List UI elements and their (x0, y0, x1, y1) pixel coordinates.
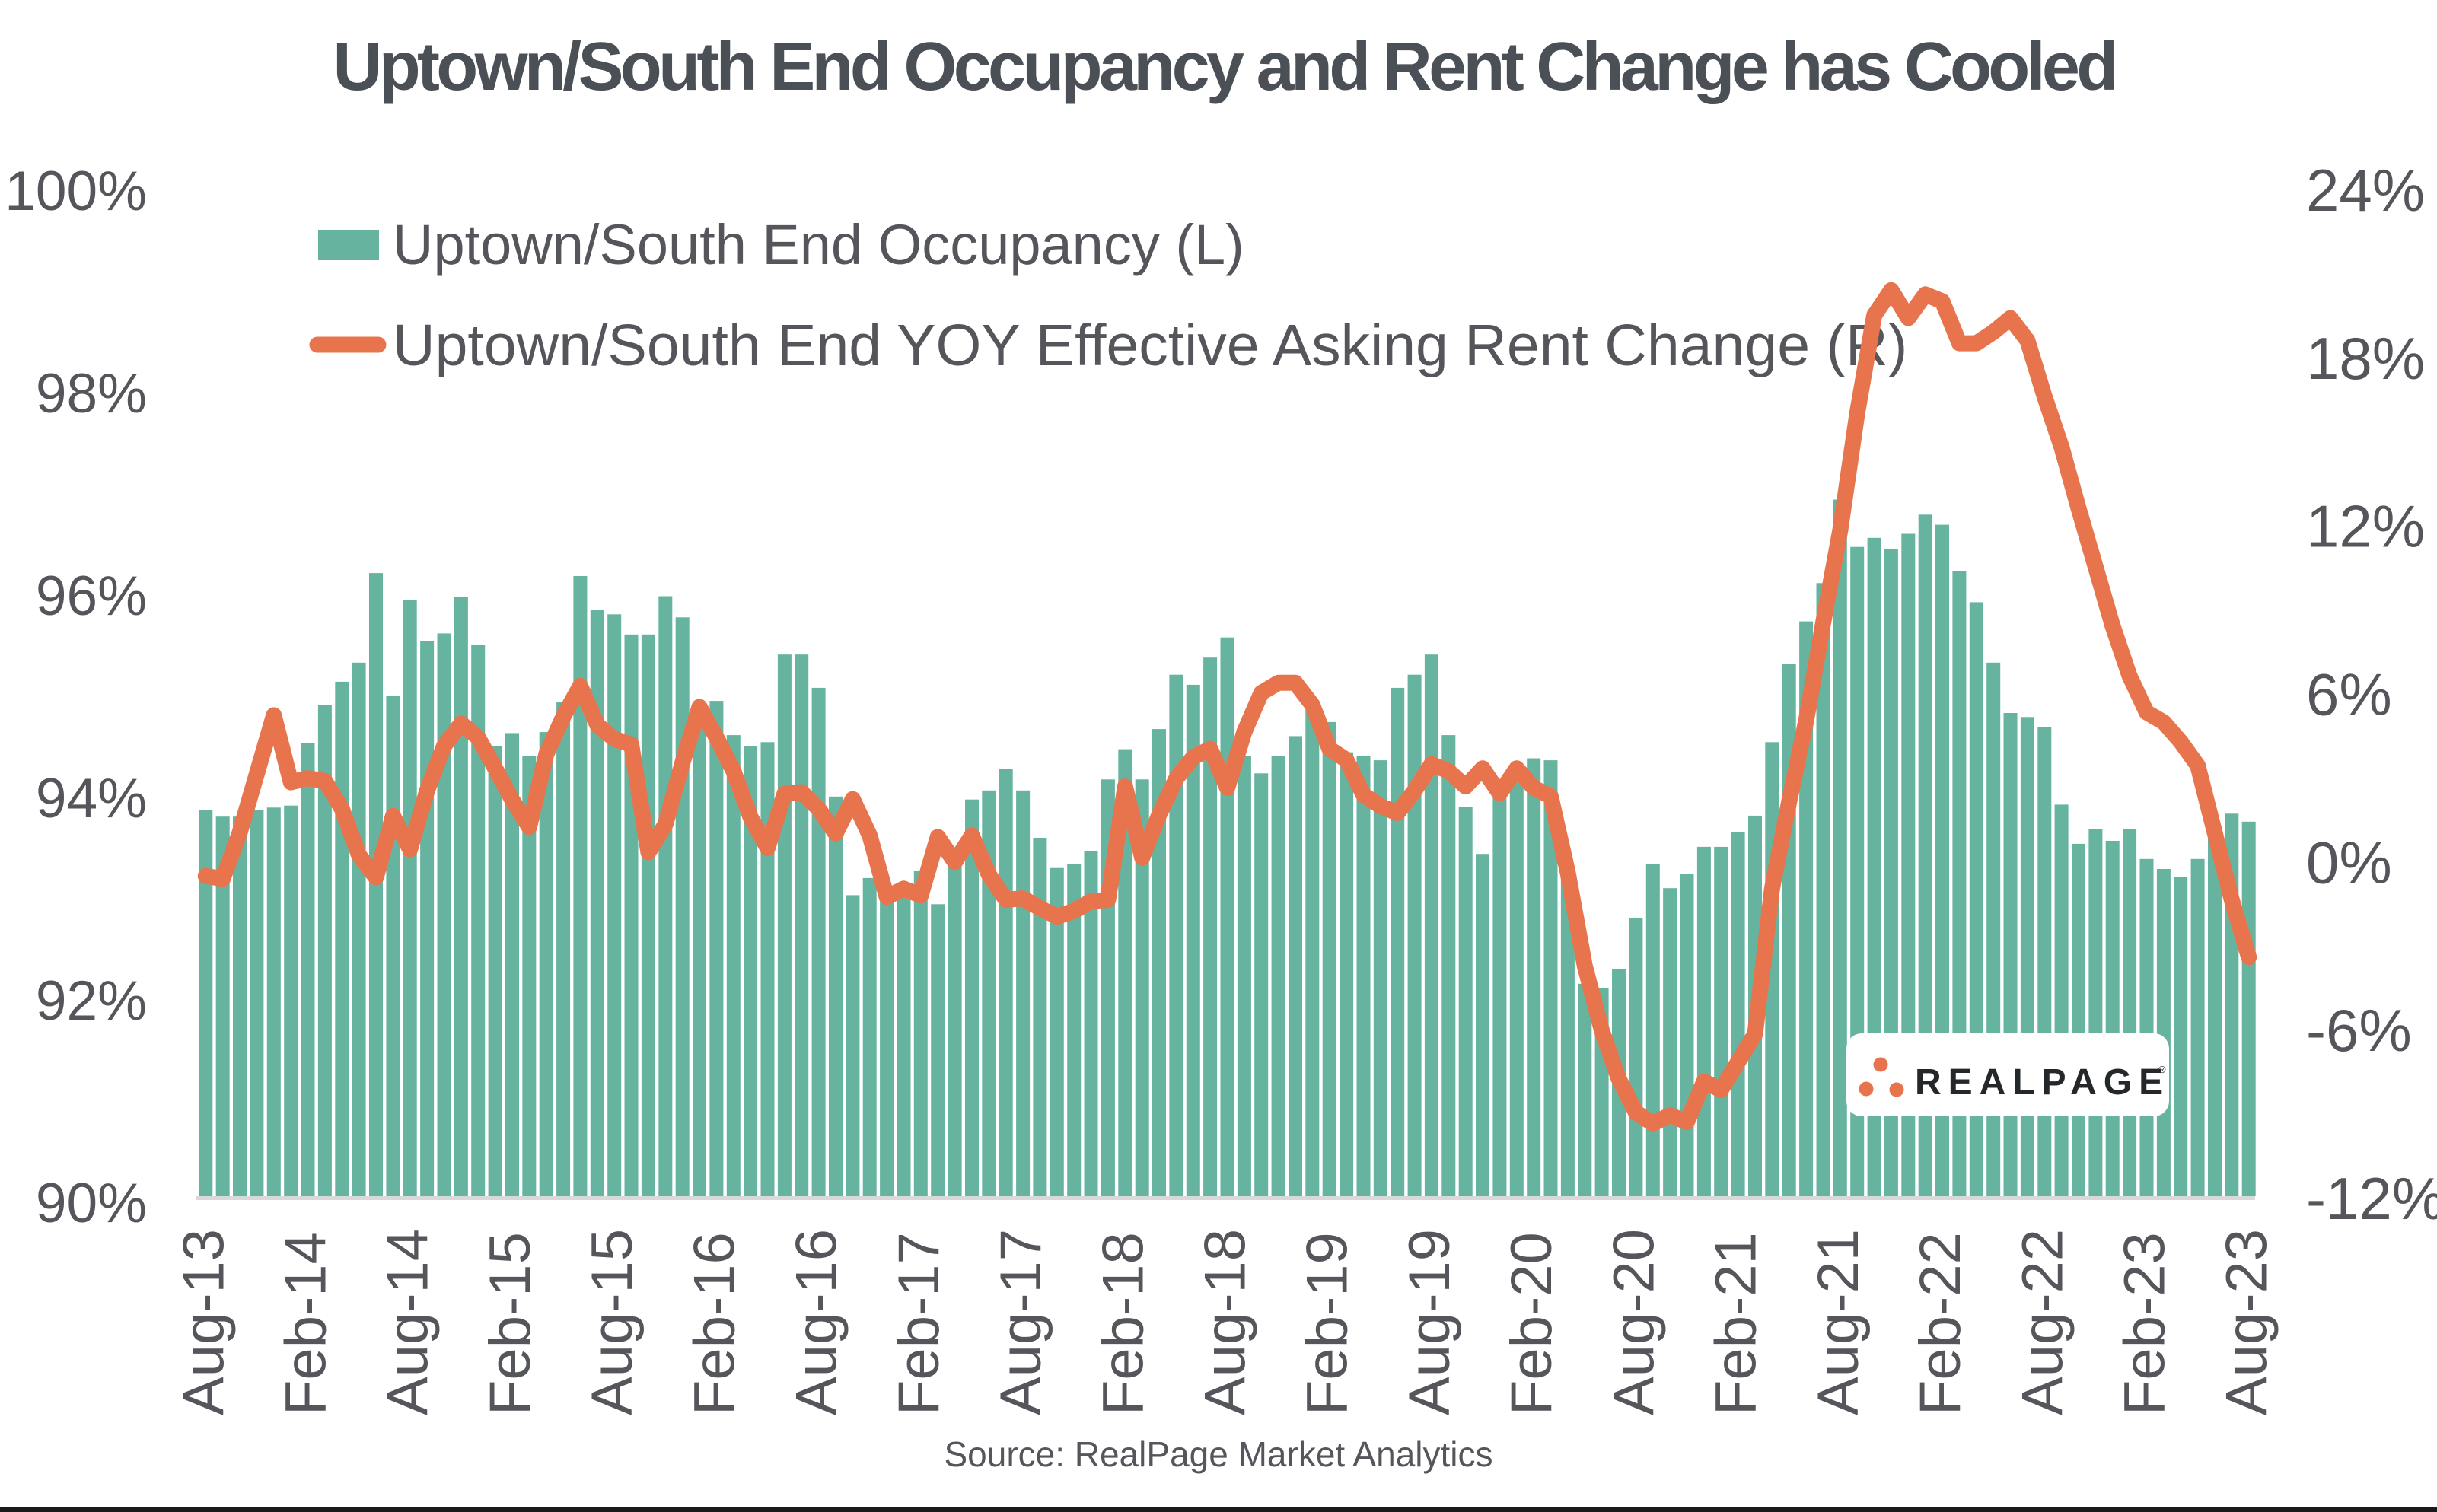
svg-text:Feb-17: Feb-17 (887, 1232, 951, 1415)
svg-text:90%: 90% (36, 1173, 147, 1234)
svg-text:REALPAGE: REALPAGE (1915, 1062, 2170, 1103)
svg-text:24%: 24% (2306, 157, 2425, 224)
svg-text:Aug-19: Aug-19 (1397, 1229, 1462, 1415)
svg-text:98%: 98% (36, 363, 147, 425)
svg-text:-12%: -12% (2306, 1165, 2437, 1232)
svg-text:Aug-17: Aug-17 (989, 1229, 1053, 1415)
svg-text:Aug-13: Aug-13 (171, 1229, 236, 1415)
svg-text:Feb-15: Feb-15 (478, 1232, 543, 1415)
svg-text:Uptown/South End YOY Effective: Uptown/South End YOY Effective Asking Re… (393, 313, 1907, 378)
svg-text:92%: 92% (36, 970, 147, 1032)
svg-text:Aug-22: Aug-22 (2010, 1229, 2075, 1415)
svg-text:Uptown/South End Occupancy (L): Uptown/South End Occupancy (L) (393, 213, 1244, 276)
svg-text:Source: RealPage Market Analyt: Source: RealPage Market Analytics (944, 1434, 1492, 1474)
svg-text:94%: 94% (36, 768, 147, 829)
svg-text:12%: 12% (2306, 493, 2425, 560)
svg-text:6%: 6% (2306, 661, 2392, 728)
svg-text:100%: 100% (5, 161, 147, 222)
svg-text:Feb-18: Feb-18 (1091, 1232, 1155, 1415)
svg-text:Aug-23: Aug-23 (2215, 1229, 2279, 1415)
svg-text:Feb-23: Feb-23 (2113, 1232, 2177, 1415)
svg-text:Aug-16: Aug-16 (785, 1229, 849, 1415)
svg-text:Aug-20: Aug-20 (1601, 1229, 1666, 1415)
svg-text:96%: 96% (36, 565, 147, 627)
svg-text:0%: 0% (2306, 829, 2392, 896)
svg-text:Aug-21: Aug-21 (1806, 1229, 1871, 1415)
svg-text:Feb-19: Feb-19 (1295, 1232, 1360, 1415)
svg-text:Aug-18: Aug-18 (1193, 1229, 1258, 1415)
svg-text:Feb-14: Feb-14 (274, 1232, 339, 1415)
svg-text:®: ® (2158, 1064, 2166, 1075)
svg-text:Uptown/South End Occupancy and: Uptown/South End Occupancy and Rent Chan… (333, 29, 2114, 105)
svg-text:Feb-21: Feb-21 (1704, 1232, 1769, 1415)
svg-text:-6%: -6% (2306, 997, 2412, 1064)
svg-text:18%: 18% (2306, 325, 2425, 392)
svg-text:Feb-22: Feb-22 (1908, 1232, 1973, 1415)
svg-text:Aug-15: Aug-15 (580, 1229, 645, 1415)
svg-text:Feb-16: Feb-16 (682, 1232, 747, 1415)
svg-text:Aug-14: Aug-14 (376, 1229, 441, 1415)
svg-text:Feb-20: Feb-20 (1499, 1232, 1564, 1415)
